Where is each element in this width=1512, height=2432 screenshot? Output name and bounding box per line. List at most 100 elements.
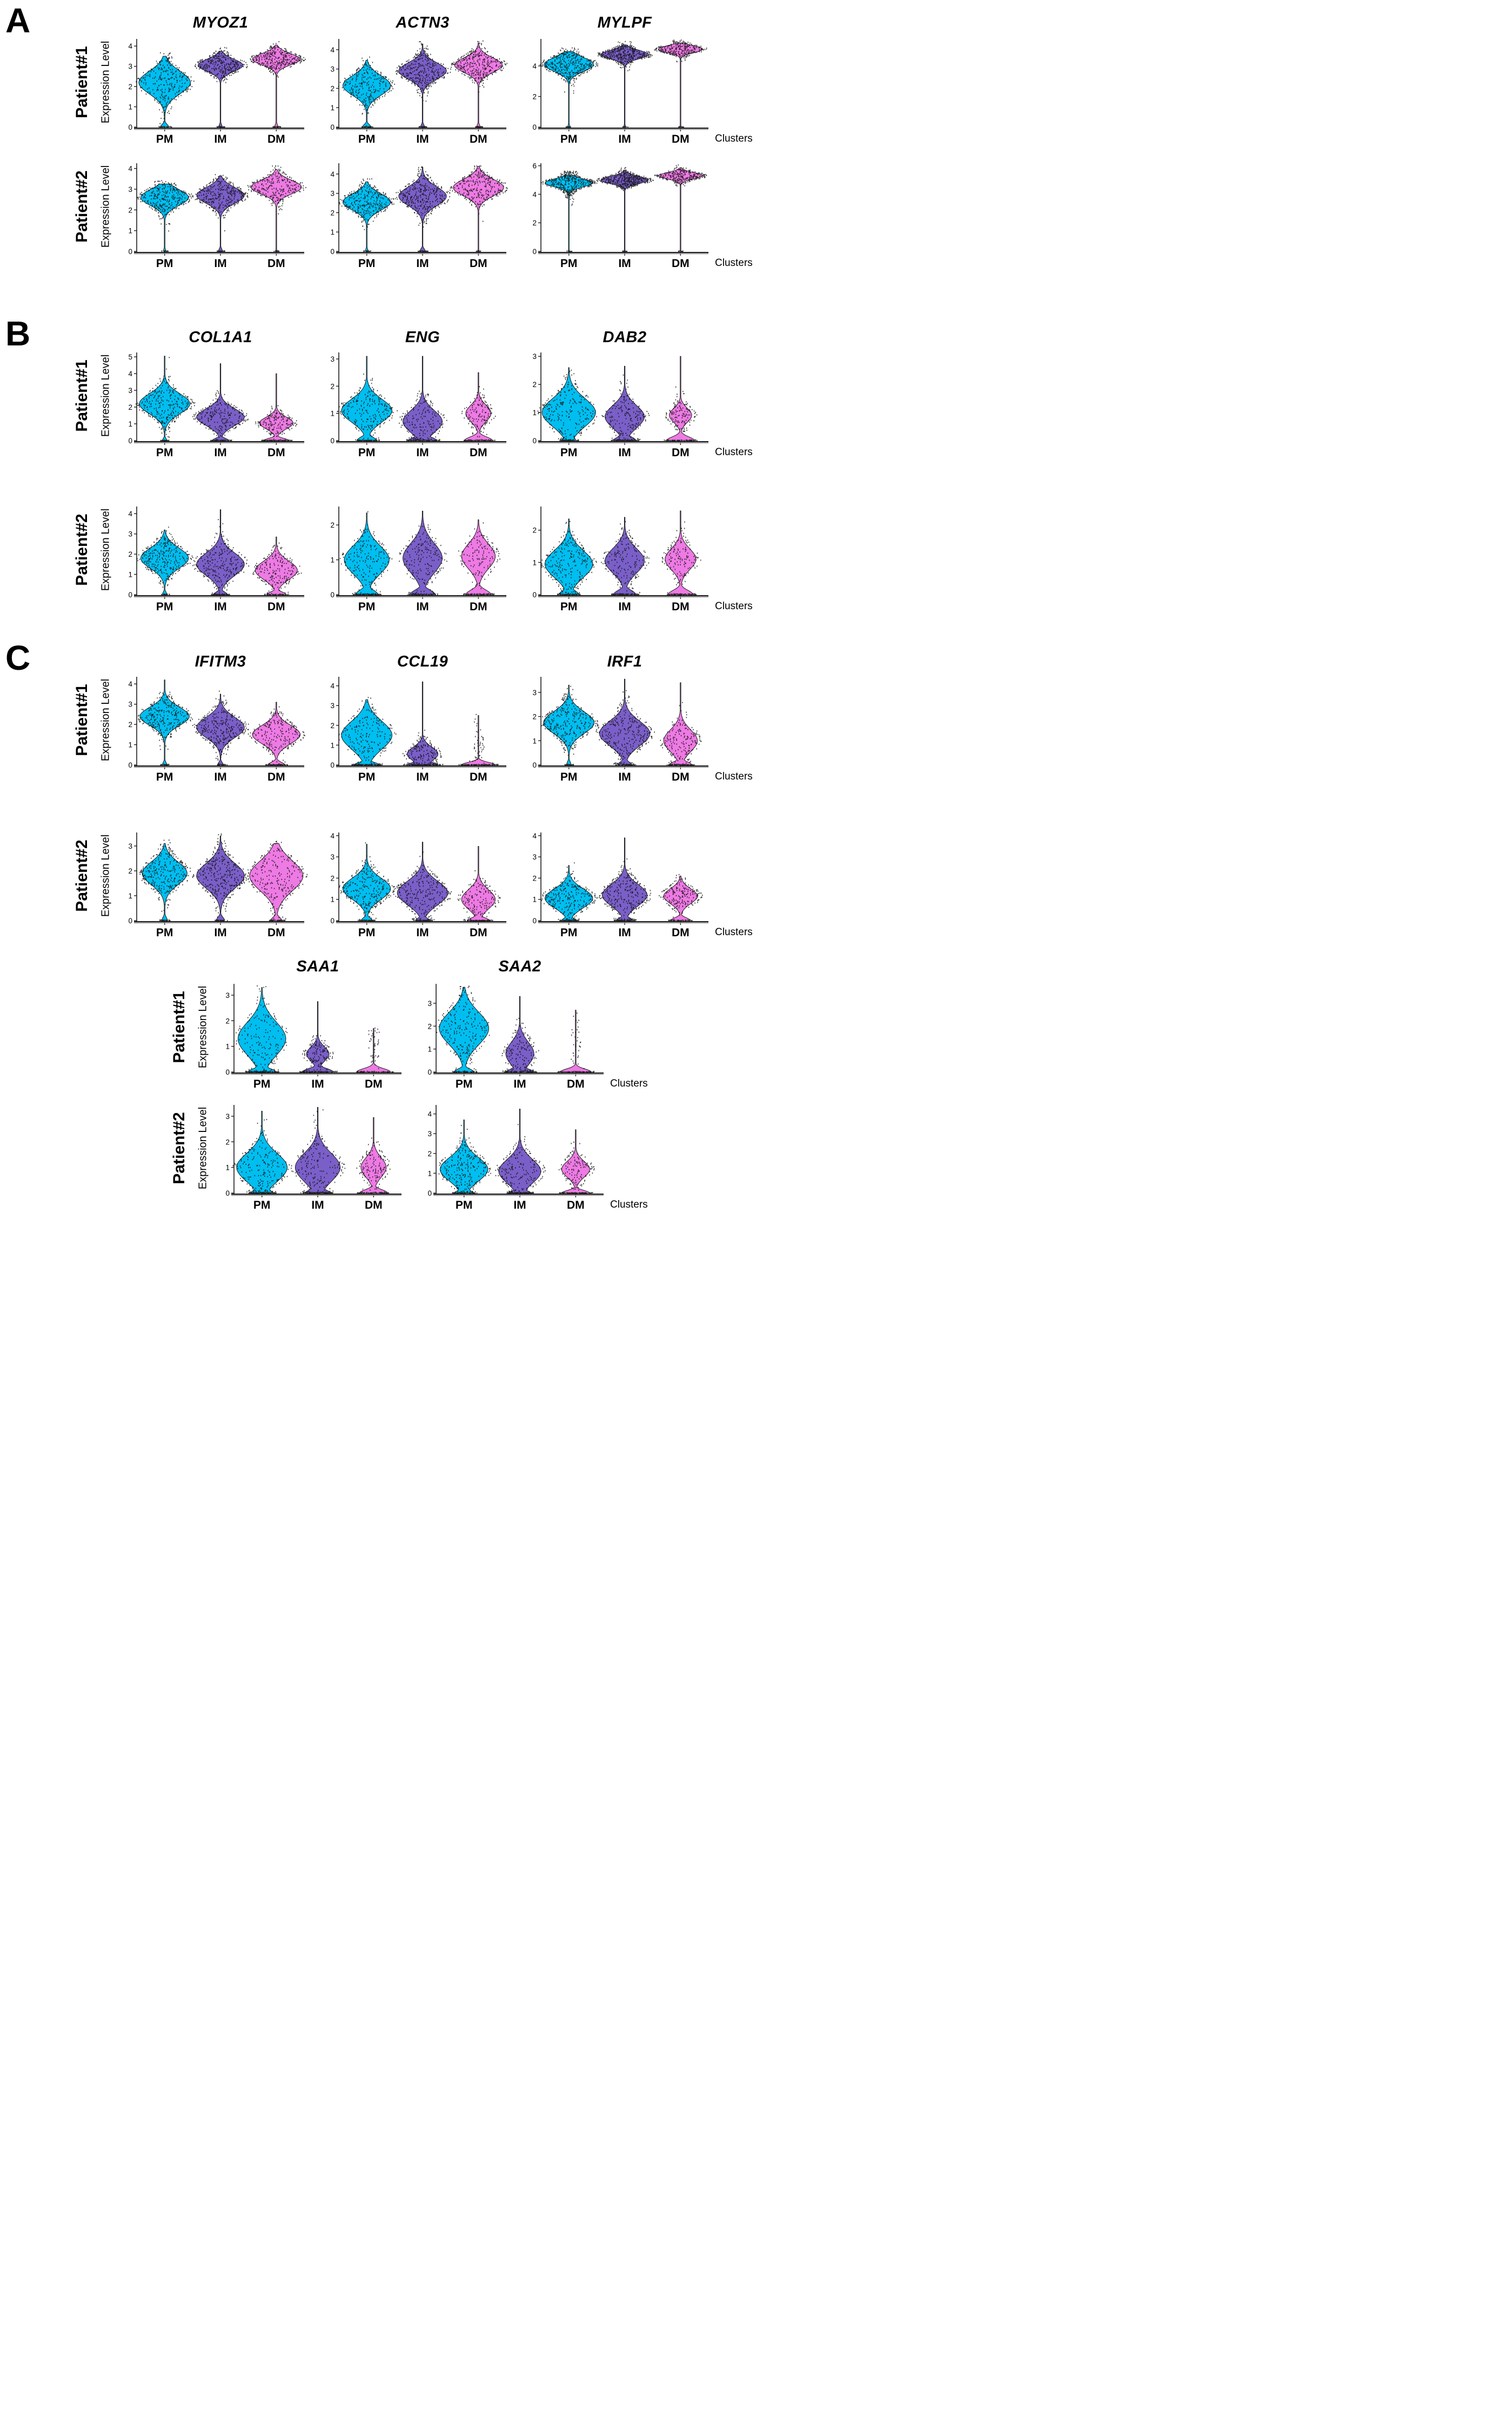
x-label-DM: DM	[470, 771, 487, 783]
y-tick-label: 2	[225, 1138, 230, 1146]
x-label-IM: IM	[416, 927, 429, 939]
patient-label-Patient#1: Patient#1	[73, 684, 91, 756]
points-DM	[457, 870, 501, 922]
violin-IM	[605, 365, 645, 441]
gene-title-ACTN3: ACTN3	[396, 14, 450, 31]
x-axis-line	[134, 921, 304, 923]
y-tick-label: 2	[128, 721, 132, 729]
y-tick-label: 1	[532, 896, 537, 904]
x-label-DM: DM	[672, 771, 690, 783]
y-tick-label: 2	[532, 381, 537, 389]
x-label-DM: DM	[470, 447, 487, 459]
points-DM	[247, 706, 305, 766]
x-axis-shadow	[538, 253, 708, 255]
points-IM	[399, 390, 447, 442]
y-tick-label: 0	[532, 591, 537, 599]
points-PM	[236, 985, 287, 1073]
points-IM	[192, 690, 249, 766]
x-axis-line	[134, 252, 304, 254]
points-PM	[135, 357, 196, 442]
violin-DM	[356, 1028, 391, 1072]
points-IM	[399, 524, 447, 596]
points-IM	[195, 46, 248, 128]
y-tick-label: 3	[330, 853, 334, 861]
x-label-DM: DM	[365, 1078, 383, 1090]
points-DM	[247, 165, 306, 252]
points-PM	[337, 374, 398, 442]
clusters-axis-label: Clusters	[715, 447, 753, 458]
plot-C-Patient#1-IFITM3: 0 1 2 3 4 PM IM DM	[128, 677, 305, 783]
y-tick-label: 1	[532, 409, 537, 417]
x-label-DM: DM	[267, 601, 285, 613]
panel-letter-B: B	[5, 314, 31, 353]
points-DM	[451, 40, 507, 128]
violin-PM	[343, 844, 391, 921]
y-tick-label: 2	[532, 527, 537, 535]
violin-PM	[439, 987, 489, 1072]
x-label-PM: PM	[560, 771, 578, 783]
violin-DM	[453, 166, 504, 252]
x-label-PM: PM	[358, 447, 376, 459]
points-DM	[659, 874, 703, 922]
x-axis-shadow	[134, 922, 304, 924]
x-axis-line	[336, 921, 506, 923]
x-axis-line	[538, 128, 708, 129]
x-label-DM: DM	[365, 1199, 383, 1211]
x-label-DM: DM	[267, 927, 285, 939]
plot-A-Patient#1-MYOZ1: 0 1 2 3 4 PM IM DM	[128, 39, 306, 145]
y-tick-label: 2	[225, 1017, 230, 1025]
x-axis-line	[336, 765, 506, 767]
gene-title-SAA2: SAA2	[498, 958, 541, 975]
x-label-DM: DM	[267, 133, 285, 145]
y-tick-label: 0	[427, 1189, 432, 1197]
y-tick-label: 0	[330, 437, 334, 445]
points-IM	[396, 41, 451, 128]
points-DM	[450, 165, 508, 252]
x-label-IM: IM	[214, 257, 226, 270]
points-IM	[596, 690, 655, 766]
x-label-PM: PM	[560, 601, 578, 613]
y-tick-label: 2	[128, 206, 132, 214]
y-tick-label: 0	[128, 123, 132, 131]
points-PM	[232, 1118, 290, 1194]
x-axis-shadow	[538, 129, 708, 130]
y-tick-label: 3	[532, 689, 537, 697]
x-label-PM: PM	[156, 133, 173, 145]
x-label-IM: IM	[618, 257, 631, 270]
plot-B-Patient#1-ENG: 0 1 2 3 PM IM DM	[330, 352, 506, 459]
y-tick-label: 0	[128, 437, 132, 445]
points-PM	[137, 527, 193, 596]
x-label-PM: PM	[253, 1078, 271, 1090]
y-tick-label: 2	[532, 874, 537, 882]
x-axis-shadow	[336, 129, 506, 130]
y-tick-label: 1	[128, 571, 132, 579]
x-axis-shadow	[538, 922, 708, 924]
points-DM	[660, 702, 702, 766]
y-tick-label: 2	[427, 1022, 432, 1030]
x-axis-shadow	[231, 1195, 402, 1196]
patient-label-Patient#2: Patient#2	[73, 514, 91, 586]
points-DM	[252, 542, 302, 596]
panel-letter-C: C	[5, 638, 31, 677]
x-label-DM: DM	[567, 1199, 585, 1211]
y-axis-title: Expression Level	[197, 1107, 209, 1190]
plot-C-Patient#2-IRF1: 0 1 2 3 4 PM IM DM	[532, 832, 708, 939]
plot-A-Patient#1-MYLPF: 0 2 4 PM IM DM	[532, 39, 708, 145]
patient-label-Patient#1: Patient#1	[170, 991, 188, 1063]
violin-DM	[561, 1129, 590, 1194]
y-tick-label: 0	[225, 1189, 230, 1197]
gene-title-IFITM3: IFITM3	[195, 653, 246, 670]
violin-IM	[197, 51, 244, 128]
x-label-DM: DM	[267, 447, 285, 459]
y-tick-label: 2	[330, 84, 334, 92]
y-tick-label: 2	[330, 209, 334, 217]
x-axis-shadow	[134, 442, 304, 444]
patient-label-Patient#1: Patient#1	[73, 46, 91, 118]
x-label-IM: IM	[618, 927, 631, 939]
y-tick-label: 0	[532, 123, 537, 131]
x-axis-line	[134, 128, 304, 129]
y-tick-label: 3	[330, 702, 334, 710]
y-tick-label: 0	[427, 1068, 432, 1076]
x-label-IM: IM	[618, 133, 631, 145]
plot-B-Patient#1-COL1A1: 0 1 2 3 4 5 PM IM DM	[128, 352, 304, 459]
